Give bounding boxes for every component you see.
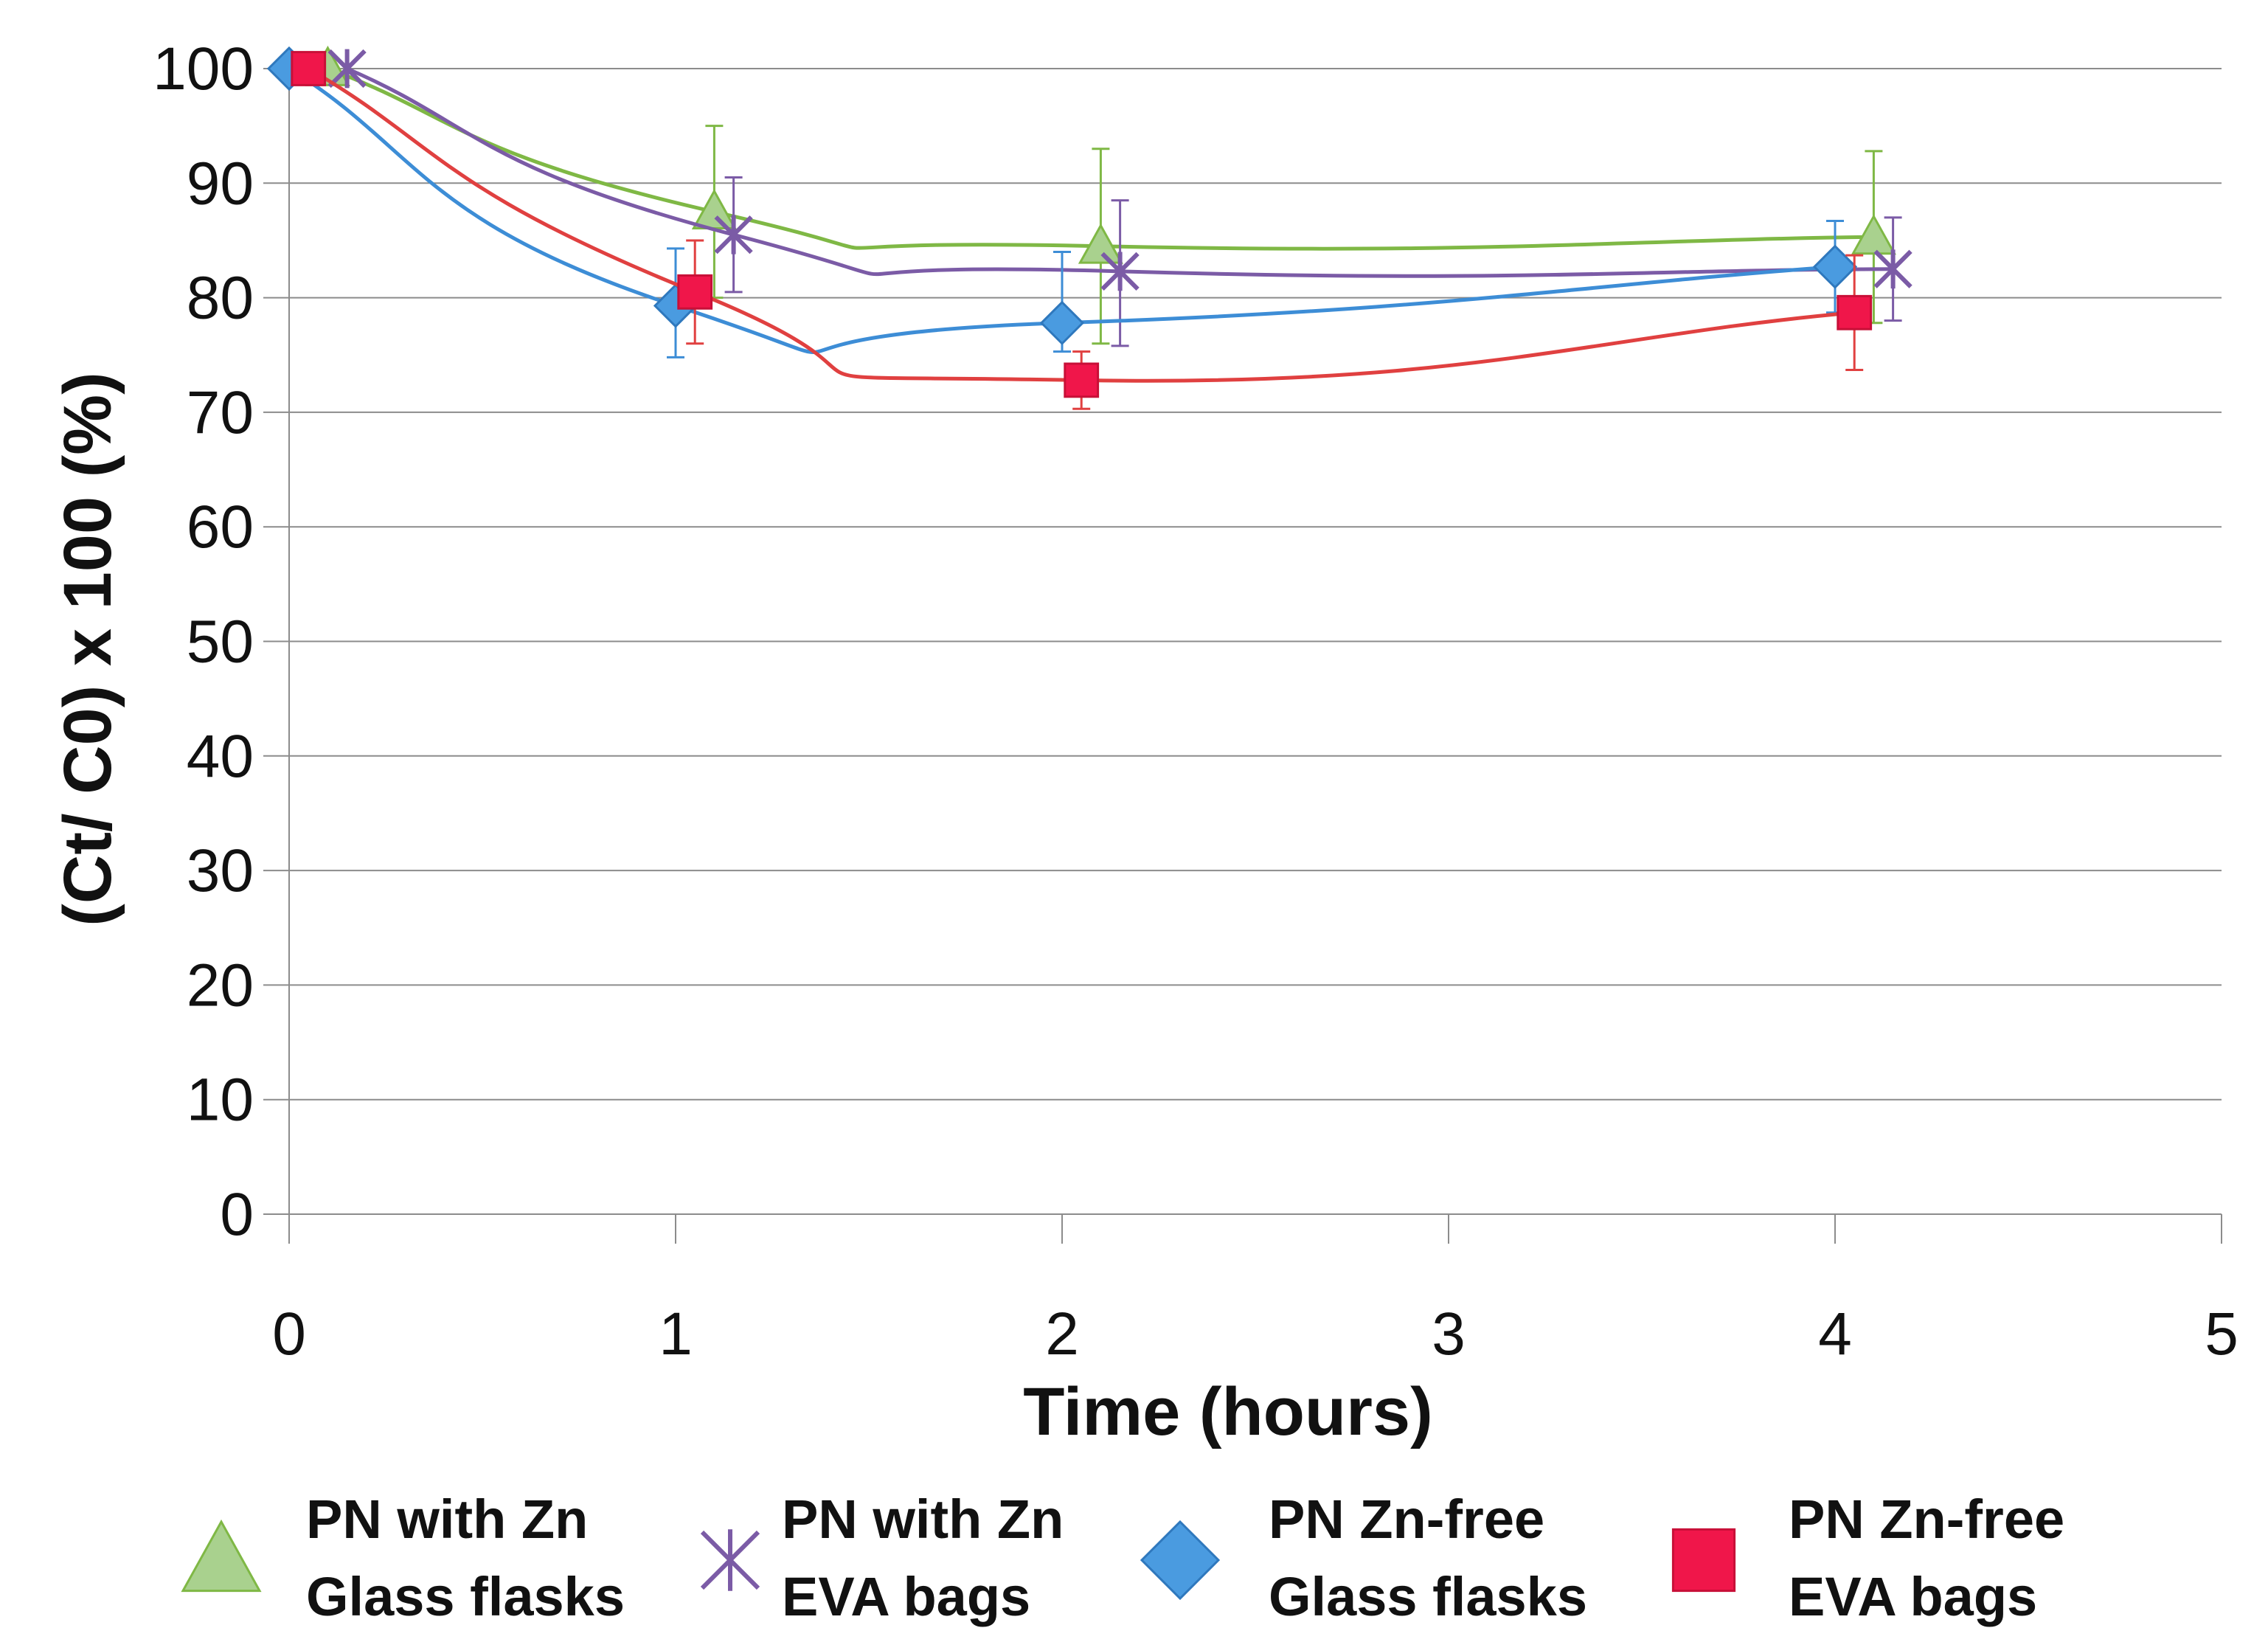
y-tick-label: 10 — [187, 1067, 254, 1134]
legend-entry-3: PN Zn-free EVA bags — [1671, 1489, 2064, 1627]
x-tick-label: 5 — [2205, 1300, 2238, 1368]
y-tick-labels: 0 10 20 30 40 50 60 70 80 90 100 — [153, 35, 254, 1248]
series-line — [307, 66, 1855, 383]
legend-label-line2: EVA bags — [1789, 1566, 2037, 1627]
y-tick-label: 50 — [187, 609, 254, 676]
axes — [263, 69, 2222, 1244]
series-line — [327, 66, 1874, 251]
y-tick-label: 80 — [187, 265, 254, 332]
data-point — [327, 49, 367, 89]
legend-label-line2: Glass flasks — [1269, 1566, 1587, 1627]
data-point — [677, 274, 713, 310]
series-1 — [327, 49, 1912, 347]
y-tick-label: 100 — [153, 35, 254, 103]
y-axis-title: (Ct/ C0) x 100 (%) — [50, 372, 125, 926]
x-tick-label: 3 — [1432, 1300, 1466, 1368]
y-tick-label: 0 — [220, 1181, 254, 1248]
y-tick-label: 20 — [187, 952, 254, 1019]
data-point — [1100, 252, 1140, 291]
legend: PN with Zn Glass flasks PN with Zn EVA bags… — [181, 1489, 2064, 1627]
data-point — [714, 215, 753, 254]
legend-entry-2: PN Zn-free Glass flasks — [1140, 1489, 1587, 1627]
data-point — [1851, 214, 1896, 255]
square-legend-icon — [1671, 1528, 1736, 1593]
data-point — [1837, 294, 1873, 330]
series — [266, 45, 1912, 410]
series-line — [288, 66, 1836, 354]
data-point — [1064, 362, 1100, 398]
legend-label-line2: Glass flasks — [306, 1566, 625, 1627]
y-tick-label: 40 — [187, 723, 254, 790]
legend-label-line2: EVA bags — [782, 1566, 1030, 1627]
x-tick-label: 2 — [1045, 1300, 1079, 1368]
series-line — [346, 66, 1893, 278]
series-0 — [305, 45, 1896, 345]
data-point — [1078, 223, 1123, 264]
data-point — [291, 51, 327, 86]
star-legend-icon — [700, 1529, 760, 1591]
x-tick-label: 1 — [659, 1300, 693, 1368]
legend-entry-1: PN with Zn EVA bags — [700, 1489, 1064, 1627]
legend-label-line1: PN with Zn — [306, 1489, 588, 1550]
y-tick-label: 30 — [187, 837, 254, 904]
series-3 — [291, 51, 1873, 410]
x-tick-labels: 0 1 2 3 4 5 — [272, 1300, 2238, 1368]
y-tick-label: 60 — [187, 493, 254, 561]
legend-entry-0: PN with Zn Glass flasks — [181, 1489, 625, 1627]
x-tick-label: 4 — [1818, 1300, 1852, 1368]
y-tick-label: 90 — [187, 150, 254, 217]
legend-label-line1: PN Zn-free — [1269, 1489, 1544, 1550]
data-point — [1873, 249, 1912, 289]
diamond-legend-icon — [1140, 1520, 1221, 1601]
data-point — [1812, 244, 1858, 289]
data-point — [1039, 300, 1085, 345]
triangle-legend-icon — [181, 1519, 262, 1593]
x-axis-title: Time (hours) — [1023, 1374, 1432, 1449]
y-tick-label: 70 — [187, 379, 254, 446]
legend-label-line1: PN with Zn — [782, 1489, 1064, 1550]
legend-label-line1: PN Zn-free — [1789, 1489, 2064, 1550]
x-tick-label: 0 — [272, 1300, 306, 1368]
gridlines — [263, 68, 2222, 1215]
